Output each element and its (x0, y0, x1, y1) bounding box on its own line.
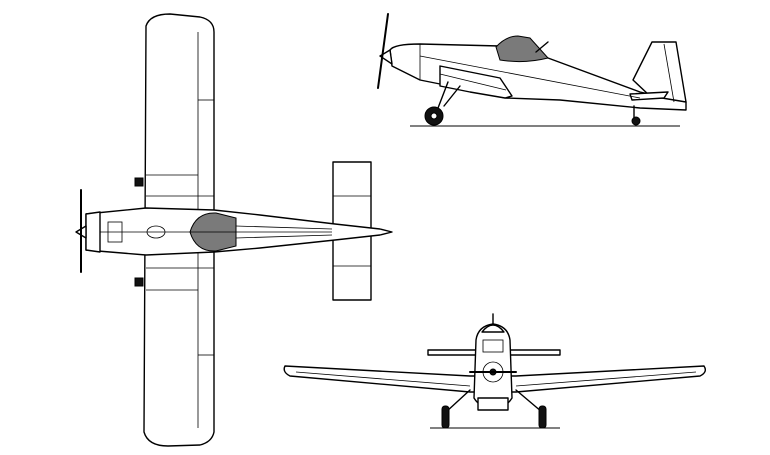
side-antenna (535, 41, 549, 53)
top-right-wheel (134, 277, 144, 287)
side-main-gear-leg (437, 81, 461, 109)
top-engine-cowling (85, 211, 101, 253)
front-left-wheel (441, 405, 450, 429)
side-wing-line (439, 73, 507, 91)
top-left-wheel (134, 177, 144, 187)
top-fuselage-line-2 (235, 234, 333, 239)
front-gear-legs (445, 389, 543, 413)
side-propeller (377, 13, 389, 89)
top-fuselage-line-1 (235, 225, 333, 230)
front-right-wheel (538, 405, 547, 429)
side-view (377, 13, 687, 127)
top-view (75, 13, 393, 447)
front-wing-line-left (295, 371, 471, 387)
front-spreader (477, 397, 509, 411)
front-windscreen (482, 339, 504, 353)
side-canopy (495, 35, 549, 63)
front-fuselage (473, 323, 513, 409)
front-view (283, 313, 707, 429)
front-canopy (481, 324, 505, 333)
side-main-wheel-hub (430, 112, 438, 120)
side-wing (439, 65, 513, 99)
side-rudder-line (663, 43, 675, 103)
front-wing-line-right (515, 371, 697, 387)
top-fuselage (85, 207, 393, 256)
side-tail-wheel (631, 116, 641, 126)
side-fuselage-line (419, 55, 641, 99)
side-spinner (379, 49, 393, 65)
side-horizontal-tail (629, 91, 669, 101)
